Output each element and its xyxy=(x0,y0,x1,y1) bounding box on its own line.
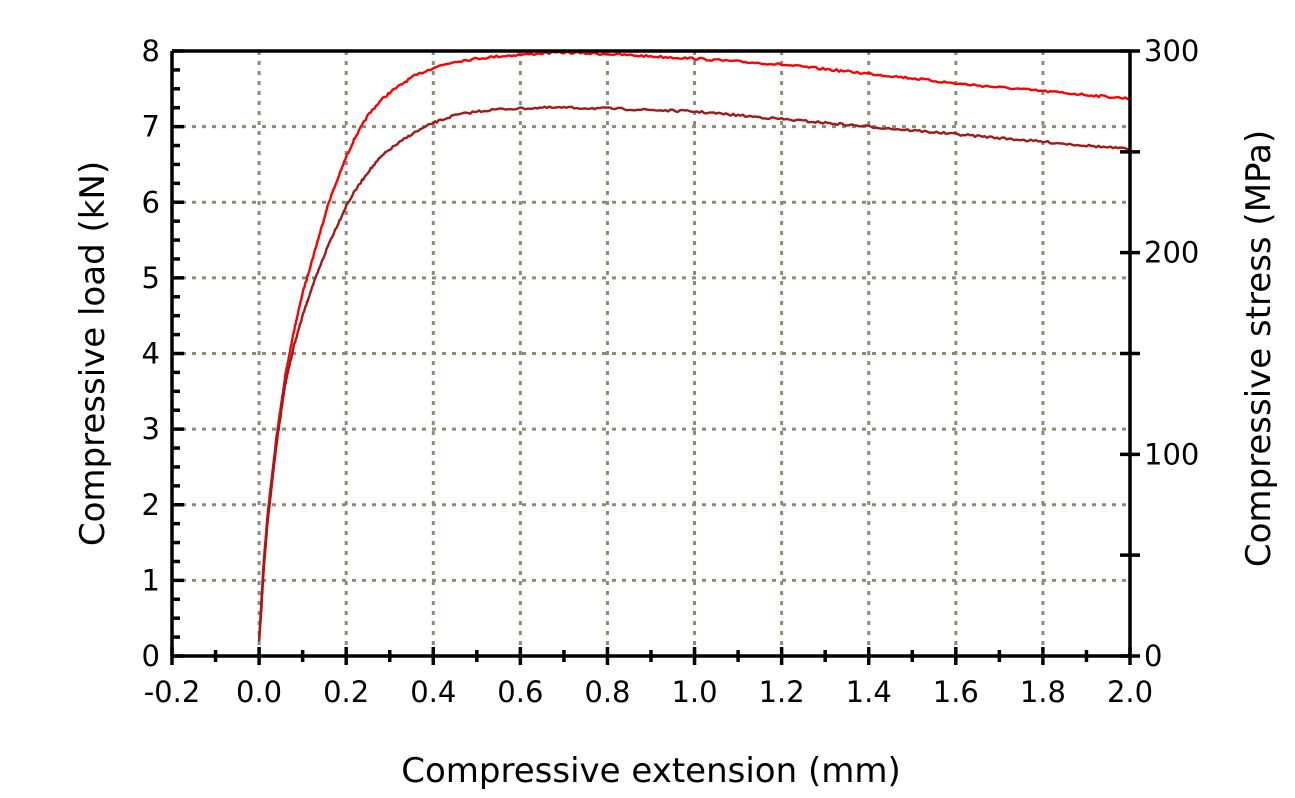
x-tick-label: 0.2 xyxy=(323,675,369,709)
y2-tick-label: 300 xyxy=(1144,34,1199,68)
y-tick-label: 7 xyxy=(142,110,160,144)
y2-tick-label: 100 xyxy=(1144,437,1199,471)
x-axis-title: Compressive extension (mm) xyxy=(401,751,900,791)
y2-tick-label: 0 xyxy=(1144,639,1162,673)
x-tick-label: 1.4 xyxy=(846,675,892,709)
y2-axis-title: Compressive stress (MPa) xyxy=(1239,130,1279,567)
y-tick-label: 4 xyxy=(142,337,160,371)
y-tick-label: 1 xyxy=(142,563,160,597)
x-tick-label: 1.6 xyxy=(933,675,979,709)
x-tick-label: 2.0 xyxy=(1107,675,1153,709)
x-tick-label: 1.2 xyxy=(759,675,805,709)
series-layer xyxy=(257,50,1131,642)
y-tick-label: 3 xyxy=(142,412,160,446)
grid xyxy=(172,51,1130,656)
x-tick-label: 1.0 xyxy=(671,675,717,709)
y-tick-label: 6 xyxy=(142,185,160,219)
series-line-1 xyxy=(257,105,1131,642)
x-tick-label: 0.0 xyxy=(236,675,282,709)
y-tick-label: 5 xyxy=(142,261,160,295)
tick-labels: -0.2 0.0 0.2 0.4 0.6 0.8 1.0 1.2 1.4 1.6 1.8 2.0012… xyxy=(142,34,1200,709)
x-tick-label: -0.2 xyxy=(144,675,201,709)
y-tick-label: 8 xyxy=(142,34,160,68)
x-tick-label: 0.4 xyxy=(410,675,456,709)
y-tick-label: 2 xyxy=(142,488,160,522)
x-tick-label: 0.8 xyxy=(584,675,630,709)
x-tick-label: 1.8 xyxy=(1020,675,1066,709)
y2-tick-label: 200 xyxy=(1144,236,1199,270)
y-axis-title: Compressive load (kN) xyxy=(73,161,113,546)
x-tick-label: 0.6 xyxy=(497,675,543,709)
axes xyxy=(170,49,1140,665)
y-tick-label: 0 xyxy=(142,639,160,673)
